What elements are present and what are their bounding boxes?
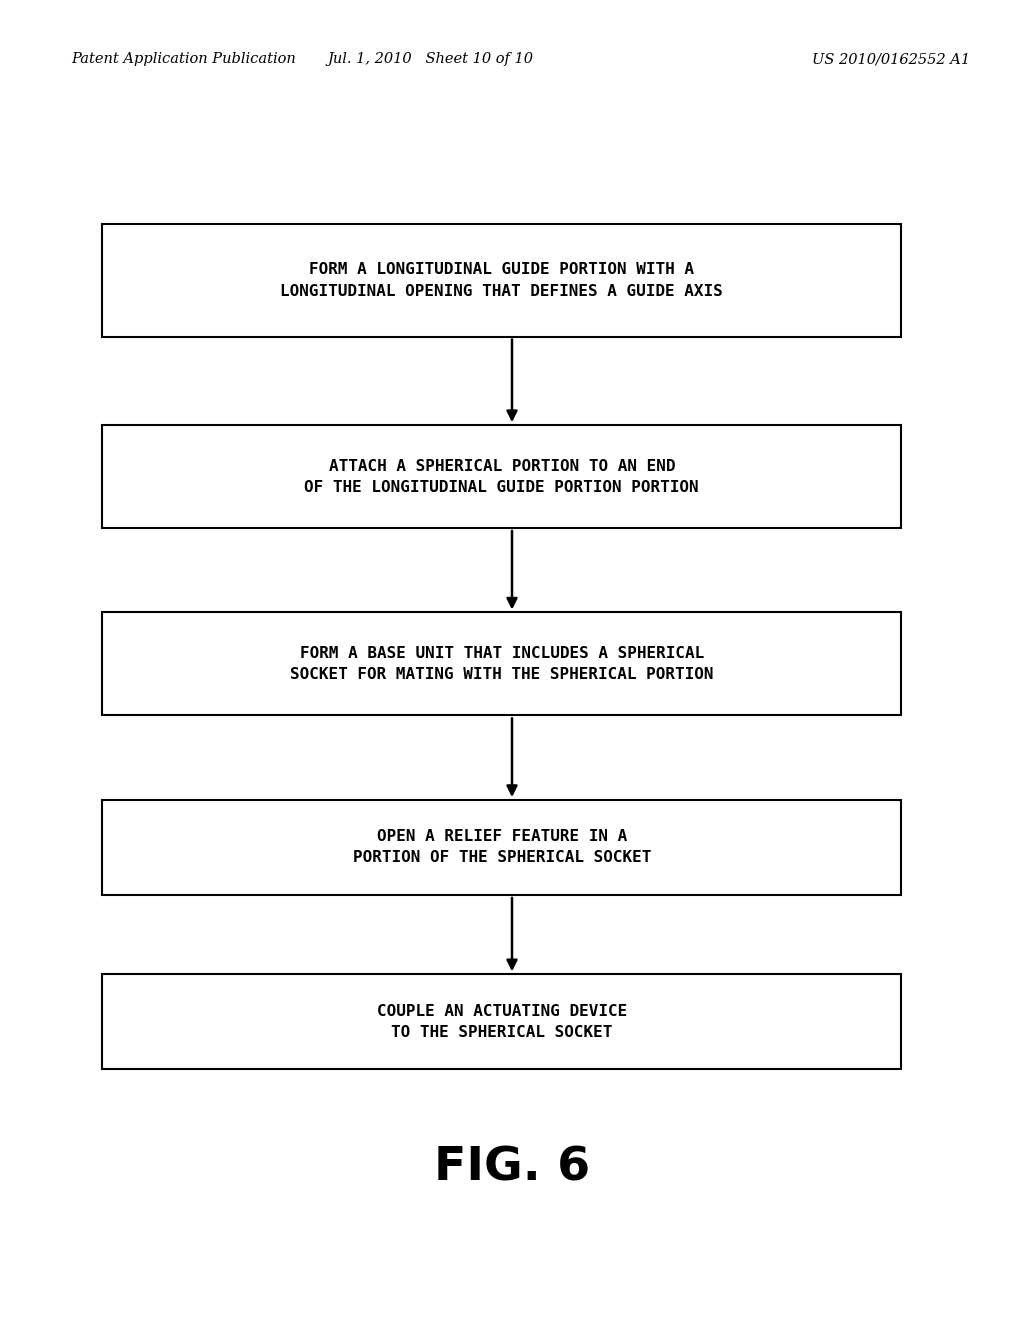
Text: OPEN A RELIEF FEATURE IN A
PORTION OF THE SPHERICAL SOCKET: OPEN A RELIEF FEATURE IN A PORTION OF TH…	[352, 829, 651, 866]
Text: US 2010/0162552 A1: US 2010/0162552 A1	[812, 53, 970, 66]
Text: Jul. 1, 2010   Sheet 10 of 10: Jul. 1, 2010 Sheet 10 of 10	[327, 53, 534, 66]
FancyBboxPatch shape	[102, 974, 901, 1069]
FancyBboxPatch shape	[102, 800, 901, 895]
Text: FORM A BASE UNIT THAT INCLUDES A SPHERICAL
SOCKET FOR MATING WITH THE SPHERICAL : FORM A BASE UNIT THAT INCLUDES A SPHERIC…	[290, 645, 714, 682]
FancyBboxPatch shape	[102, 224, 901, 337]
FancyBboxPatch shape	[102, 425, 901, 528]
Text: ATTACH A SPHERICAL PORTION TO AN END
OF THE LONGITUDINAL GUIDE PORTION PORTION: ATTACH A SPHERICAL PORTION TO AN END OF …	[304, 458, 699, 495]
Text: FIG. 6: FIG. 6	[434, 1146, 590, 1191]
Text: FORM A LONGITUDINAL GUIDE PORTION WITH A
LONGITUDINAL OPENING THAT DEFINES A GUI: FORM A LONGITUDINAL GUIDE PORTION WITH A…	[281, 263, 723, 298]
Text: COUPLE AN ACTUATING DEVICE
TO THE SPHERICAL SOCKET: COUPLE AN ACTUATING DEVICE TO THE SPHERI…	[377, 1003, 627, 1040]
Text: Patent Application Publication: Patent Application Publication	[72, 53, 296, 66]
FancyBboxPatch shape	[102, 612, 901, 715]
